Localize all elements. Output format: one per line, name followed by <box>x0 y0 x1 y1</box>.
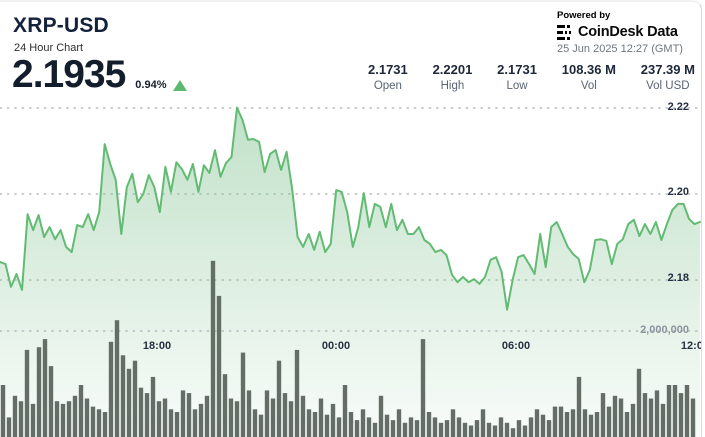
current-price: 2.1935 <box>12 53 126 96</box>
stat-value: 108.36 M <box>561 62 616 77</box>
stat-label: Vol USD <box>646 80 690 92</box>
stat-value: 237.39 M <box>640 62 695 77</box>
coindesk-logo-icon <box>557 24 571 40</box>
y-axis-tick-220: 2.20 <box>667 186 689 198</box>
coindesk-logo-text: CoinDesk Data <box>578 24 678 40</box>
stat-high: 2.2201 High <box>433 62 473 92</box>
y-axis-tick-222: 2.22 <box>667 101 689 113</box>
x-axis-tick-0600: 06:00 <box>501 340 531 352</box>
x-axis-tick-1200: 12:00 <box>680 340 701 352</box>
stat-vol: 108.36 M Vol <box>562 62 616 92</box>
price-row: 2.1935 0.94% <box>12 55 187 94</box>
coindesk-logo[interactable]: CoinDesk Data <box>557 24 683 40</box>
stat-value: 2.1731 <box>368 62 408 77</box>
x-axis-tick-1800: 18:00 <box>142 340 172 352</box>
brand-block: Powered by CoinDesk Data 25 Jun 2025 12:… <box>557 10 683 55</box>
up-triangle-icon <box>172 79 187 91</box>
stat-vol-usd: 237.39 M Vol USD <box>641 62 695 92</box>
powered-by-label: Powered by <box>557 10 611 21</box>
stat-label: Low <box>506 80 528 92</box>
stat-label: Open <box>373 80 402 92</box>
stat-label: High <box>440 80 465 92</box>
volume-axis-tick: 2,000,000 <box>640 324 689 336</box>
chart-subtitle: 24 Hour Chart <box>14 42 84 54</box>
stat-value: 2.2201 <box>432 62 473 77</box>
price-change: 0.94% <box>135 79 187 91</box>
stat-value: 2.1731 <box>497 62 537 77</box>
pair-title: XRP-USD <box>13 14 109 37</box>
stat-open: 2.1731 Open <box>368 62 408 92</box>
change-percent: 0.94% <box>135 79 167 91</box>
stat-low: 2.1731 Low <box>497 62 537 92</box>
stat-label: Vol <box>580 80 597 92</box>
y-axis-tick-218: 2.18 <box>667 272 689 284</box>
stats-row: 2.1731 Open 2.2201 High 2.1731 Low 108.3… <box>368 62 695 92</box>
timestamp: 25 Jun 2025 12:27 (GMT) <box>557 43 683 55</box>
x-axis-tick-0000: 00:00 <box>321 340 351 352</box>
